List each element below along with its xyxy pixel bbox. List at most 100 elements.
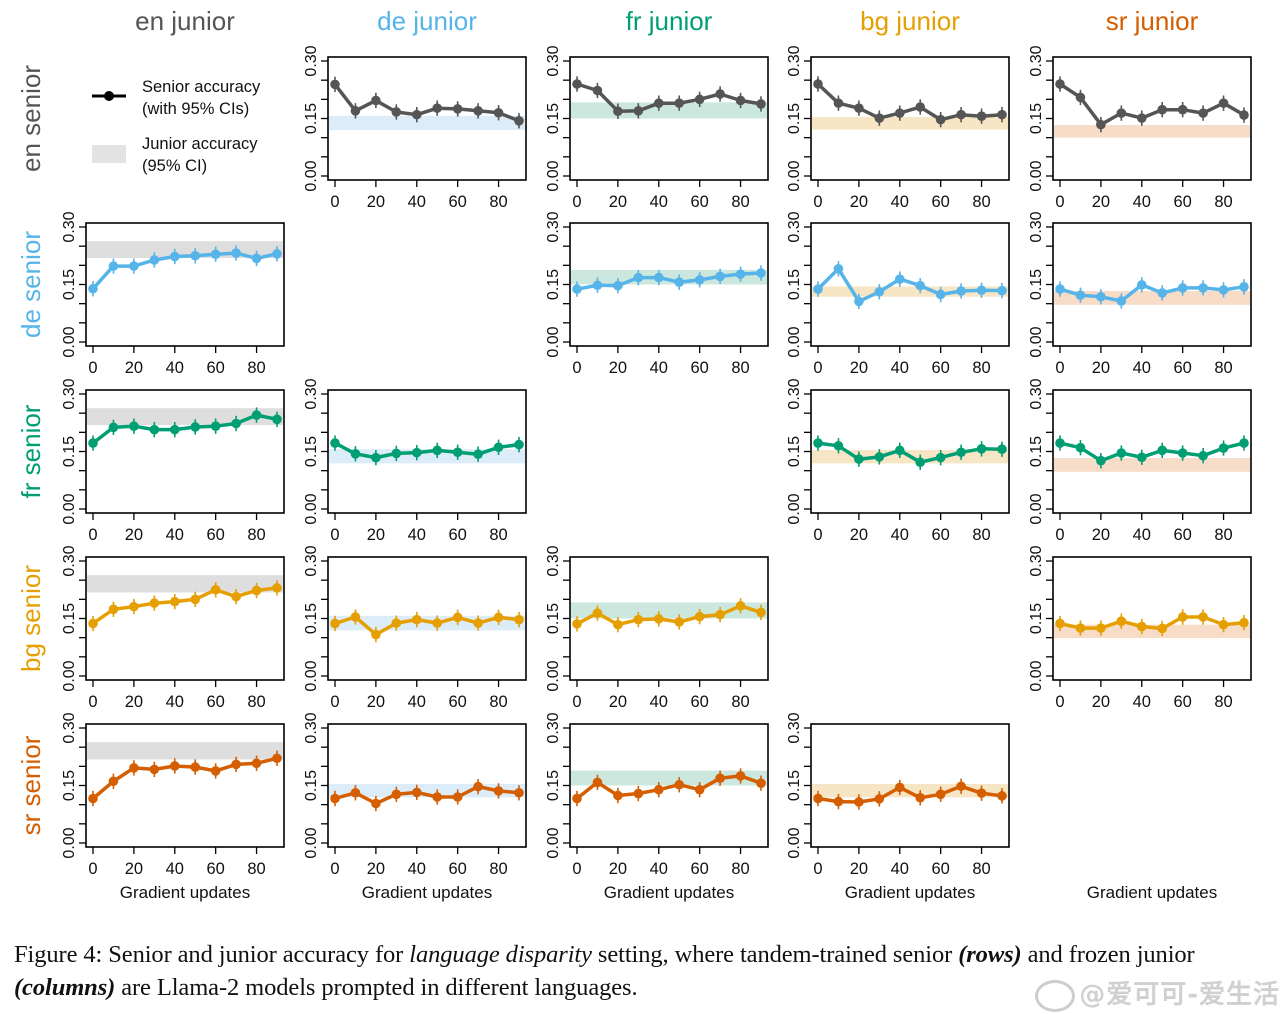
senior-accuracy-line	[333, 83, 520, 123]
x-tick-label: 60	[931, 193, 949, 211]
x-tick-label: 40	[891, 359, 909, 377]
senior-accuracy-point	[190, 594, 201, 605]
senior-accuracy-point	[391, 107, 402, 117]
senior-accuracy-line	[576, 271, 762, 291]
senior-accuracy-point	[432, 445, 443, 456]
senior-accuracy-point	[251, 758, 262, 769]
senior-accuracy-point	[997, 444, 1007, 455]
senior-accuracy-point	[231, 248, 241, 258]
x-tick-label: 0	[330, 193, 339, 211]
x-tick-label: 60	[1173, 693, 1191, 711]
row-header-en: en senior	[16, 65, 46, 172]
x-tick-label: 40	[1133, 193, 1151, 211]
plot-frame	[1052, 56, 1252, 181]
y-tick-label: 0.00	[303, 160, 320, 191]
x-tick-label: 20	[125, 860, 143, 878]
x-tick-label: 40	[166, 526, 184, 544]
senior-accuracy-line	[817, 784, 1003, 804]
senior-accuracy-point	[572, 619, 582, 629]
senior-accuracy-point	[813, 284, 823, 294]
senior-accuracy-point	[756, 607, 766, 618]
x-tick-label: 60	[931, 526, 949, 544]
senior-accuracy-point	[572, 793, 582, 804]
senior-accuracy-point	[452, 612, 463, 623]
plot-frame	[85, 556, 285, 681]
x-tick-label: 60	[448, 860, 466, 878]
row-header-fr: fr senior	[16, 404, 46, 498]
senior-accuracy-point	[592, 608, 603, 618]
senior-accuracy-point	[473, 106, 483, 116]
plot-frame	[810, 56, 1010, 181]
senior-accuracy-point	[854, 103, 864, 113]
senior-accuracy-point	[833, 796, 844, 807]
senior-accuracy-point	[956, 286, 966, 296]
x-tick-label: 80	[247, 359, 265, 377]
row-header-de: de senior	[16, 231, 46, 338]
senior-accuracy-point	[653, 98, 664, 108]
x-tick-label: 80	[972, 860, 990, 878]
senior-accuracy-point	[1239, 617, 1249, 628]
y-tick-label: 0.00	[1028, 160, 1045, 191]
plot-frame	[327, 389, 527, 514]
x-tick-label: 60	[448, 693, 466, 711]
y-tick-label: 0.00	[545, 827, 562, 858]
senior-accuracy-point	[613, 790, 623, 801]
column-header-de: de junior	[377, 6, 477, 36]
senior-accuracy-point	[251, 585, 262, 596]
plot-frame	[85, 723, 285, 848]
senior-accuracy-point	[272, 583, 282, 593]
x-tick-label: 80	[489, 693, 507, 711]
row-header-bg: bg senior	[16, 565, 46, 672]
x-tick-label: 80	[1214, 359, 1232, 377]
senior-accuracy-point	[411, 109, 422, 120]
y-tick-label: 0.30	[545, 545, 562, 576]
x-tick-label: 60	[931, 860, 949, 878]
y-tick-label: 0.00	[61, 660, 78, 691]
plot-frame	[85, 222, 285, 347]
panel-fr-senior-sr-junior: 0.00 0.15 0.30 0 20 40 60 80	[1028, 378, 1252, 544]
senior-accuracy-point	[1198, 283, 1208, 293]
senior-accuracy-line	[334, 441, 520, 460]
x-tick-label: 0	[330, 693, 339, 711]
y-tick-label: 0.00	[61, 827, 78, 858]
x-tick-label: 0	[1055, 193, 1064, 211]
senior-accuracy-point	[894, 445, 905, 456]
legend-junior-label-line2: (95% CI)	[142, 157, 207, 175]
senior-accuracy-point	[108, 604, 119, 615]
plot-frame	[810, 222, 1010, 347]
y-tick-label: 0.15	[61, 603, 78, 634]
plot-frame	[569, 556, 769, 681]
senior-accuracy-line	[1059, 441, 1245, 463]
y-tick-label: 0.30	[303, 45, 320, 76]
senior-accuracy-point	[997, 109, 1007, 120]
x-tick-label: 0	[813, 860, 822, 878]
legend-senior-dot-icon	[104, 91, 114, 101]
senior-accuracy-point	[813, 438, 823, 448]
senior-accuracy-point	[371, 629, 381, 640]
panel-de-senior-fr-junior: 0.00 0.15 0.30 0 20 40 60 80	[545, 211, 769, 377]
senior-accuracy-point	[976, 788, 987, 798]
y-tick-label: 0.15	[303, 436, 320, 467]
x-tick-label: 60	[448, 526, 466, 544]
senior-accuracy-point	[976, 285, 987, 296]
y-tick-label: 0.15	[1028, 269, 1045, 300]
senior-accuracy-point	[854, 454, 864, 464]
senior-accuracy-point	[1096, 623, 1106, 633]
x-tick-label: 20	[1092, 193, 1110, 211]
senior-accuracy-point	[473, 618, 483, 628]
x-tick-label: 40	[891, 193, 909, 211]
senior-accuracy-point	[715, 89, 725, 99]
y-tick-label: 0.15	[61, 269, 78, 300]
x-tick-label: 40	[650, 693, 668, 711]
x-axis-label-de: Gradient updates	[362, 883, 492, 902]
y-tick-label: 0.15	[303, 603, 320, 634]
senior-accuracy-point	[715, 271, 725, 282]
watermark-text: @爱可可-爱生活	[1079, 980, 1280, 1010]
senior-accuracy-point	[514, 439, 524, 450]
senior-accuracy-point	[1136, 452, 1147, 463]
senior-accuracy-point	[1096, 455, 1106, 466]
senior-accuracy-point	[674, 779, 685, 790]
x-tick-label: 20	[609, 193, 627, 211]
senior-accuracy-point	[854, 296, 864, 307]
senior-accuracy-point	[653, 614, 664, 624]
